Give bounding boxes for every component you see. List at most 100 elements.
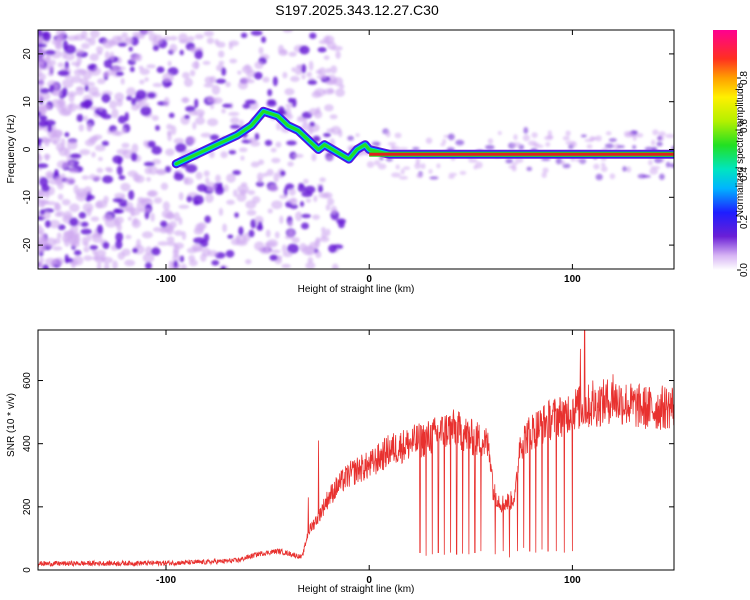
spectrogram-noise-blob [234, 212, 239, 218]
spectrogram-noise-blob [121, 127, 127, 135]
spectrogram-noise-blob [42, 31, 51, 42]
spectrogram-noise-blob [116, 165, 123, 176]
spectrogram-noise-blob [244, 99, 257, 105]
spectrogram-noise-blob [302, 118, 308, 126]
spectrogram-noise-blob [203, 30, 214, 37]
spectrogram-noise-blob [167, 241, 176, 247]
spectrogram-noise-blob [304, 185, 316, 194]
spectrogram-noise-blob [447, 133, 455, 141]
spectrogram-noise-blob [280, 170, 286, 177]
spectrogram-noise-blob [318, 39, 328, 45]
spectrogram-noise-blob [270, 249, 281, 254]
spectrogram-noise-blob [186, 195, 193, 203]
spectrogram-noise-blob [230, 117, 240, 125]
spectrogram-noise-blob [580, 134, 587, 138]
spectrogram-noise-blob [103, 262, 110, 269]
spectrogram-noise-blob [327, 198, 335, 206]
spectrogram-noise-blob [287, 229, 295, 238]
spectrogram-noise-blob [144, 77, 149, 82]
spectrogram-noise-blob [64, 147, 71, 158]
spectrogram-noise-blob [187, 36, 195, 42]
spectrogram-noise-blob [545, 142, 551, 147]
spectrogram-noise-blob [429, 176, 439, 180]
spectrogram-noise-blob [218, 207, 224, 217]
spectrogram-noise-blob [173, 137, 185, 145]
spectrogram-noise-blob [203, 83, 214, 88]
spectrogram-noise-blob [299, 243, 307, 252]
spectrogram-noise-blob [322, 88, 335, 95]
spectrogram-noise-blob [116, 98, 123, 107]
spectrogram-noise-blob [38, 142, 42, 147]
spectrogram-noise-blob [222, 223, 228, 233]
spectrogram-noise-blob [395, 164, 400, 170]
spectrogram-noise-blob [316, 74, 328, 80]
spectrogram-noise-blob [425, 137, 433, 144]
spectrogram-noise-blob [211, 84, 221, 95]
spectrogram-noise-blob [101, 93, 111, 103]
spectrogram-noise-blob [185, 105, 196, 112]
spectrogram-noise-blob [206, 95, 215, 103]
snr-y-tick-label: 0 [22, 567, 33, 573]
spectrogram-noise-blob [54, 169, 59, 177]
spectrogram-noise-blob [64, 52, 75, 61]
spectrogram-noise-blob [221, 67, 227, 76]
spectrogram-noise-blob [57, 224, 66, 231]
spectrogram-noise-blob [44, 138, 52, 144]
spectrogram-noise-blob [169, 43, 178, 53]
spectrogram-noise-blob [186, 135, 197, 145]
spectrogram-noise-blob [44, 49, 56, 55]
snr-x-ticks: -100 0 100 [156, 330, 581, 586]
spectrogram-noise-blob [220, 265, 226, 269]
spectrogram-noise-blob [228, 111, 240, 117]
spectrogram-noise-blob [279, 215, 284, 224]
spectrogram-noise-blob [505, 158, 514, 164]
spectrogram-noise-blob [275, 141, 282, 148]
spectrogram-noise-blob [436, 163, 441, 169]
spectrogram-noise-blob [58, 98, 65, 108]
colorbar-tick-label: 0.6 [739, 119, 750, 133]
spectrogram-noise-blob [115, 71, 124, 77]
spectrogram-noise-blob [255, 181, 265, 187]
spectrogram-noise-blob [39, 115, 48, 121]
spectrogram-noise-blob [268, 184, 279, 192]
spectrogram-noise-blob [109, 100, 117, 110]
spectrogram-noise-blob [281, 263, 291, 269]
spectrogram-noise-blob [531, 132, 538, 138]
spectrogram-noise-blob [162, 201, 170, 211]
spectrogram-noise-blob [89, 106, 98, 111]
spectrogram-noise-blob [299, 45, 310, 55]
spectrogram-noise-blob [274, 231, 280, 239]
spectrogram-noise-blob [266, 239, 279, 248]
spectrogram-noise-blob [127, 216, 132, 221]
spectrogram-noise-blob [115, 232, 124, 242]
spectrogram-noise-blob [152, 82, 163, 88]
spectrogram-noise-blob [84, 240, 89, 247]
spectrogram-noise-blob [391, 146, 400, 151]
spectrogram-noise-blob [103, 59, 113, 68]
spectrogram-noise-blob [117, 42, 127, 47]
spectrogram-noise-blob [203, 170, 210, 177]
spectrogram-noise-blob [656, 141, 663, 147]
spectrogram-noise-blob [232, 170, 241, 176]
spectrogram-noise-blob [167, 131, 172, 142]
colorbar-tick-label: 0.8 [739, 71, 750, 85]
spectrogram-noise-blob [173, 230, 184, 236]
spectrogram-noise-blob [38, 56, 46, 65]
spectrogram-noise-blob [303, 178, 309, 184]
spectrogram-noise-blob [145, 246, 153, 255]
spectrogram-noise-blob [371, 141, 381, 146]
spectrogram-noise-blob [287, 97, 294, 104]
spectrogram-noise-blob [73, 184, 79, 195]
spectrogram-noise-blob [140, 106, 152, 117]
spectrogram-noise-blob [223, 184, 229, 193]
spectrogram-noise-blob [301, 73, 306, 80]
spectrogram-noise-blob [650, 165, 661, 170]
spectrogram-noise-blob [152, 44, 160, 51]
spectrogram-noise-blob [250, 161, 260, 168]
spectrogram-noise-blob [130, 152, 138, 162]
spectrogram-noise-blob [258, 46, 264, 55]
spectrogram-noise-blob [511, 162, 518, 166]
spectrogram-noise-blob [91, 151, 96, 158]
spectrogram-noise-blob [104, 51, 110, 60]
colorbar-tick-label: 0.0 [739, 263, 750, 277]
